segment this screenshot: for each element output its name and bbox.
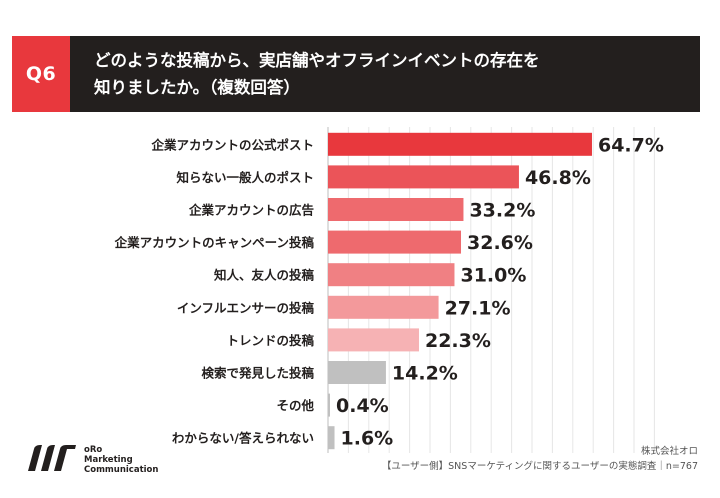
value-label: 32.6%: [467, 232, 533, 254]
category-label: トレンドの投稿: [226, 333, 314, 348]
value-label: 31.0%: [460, 265, 526, 287]
logo-wordmark: oRo Marketing Communication: [84, 445, 158, 475]
value-label: 64.7%: [598, 134, 664, 156]
value-label: 33.2%: [469, 200, 535, 222]
bar: [328, 361, 386, 384]
bar: [328, 426, 335, 450]
value-label: 1.6%: [341, 428, 394, 450]
value-label: 46.8%: [525, 167, 591, 189]
question-header: Q6 どのような投稿から、実店舗やオフラインイベントの存在を 知りましたか。（複…: [12, 36, 700, 112]
bar: [328, 198, 464, 221]
bar: [328, 393, 330, 417]
value-label: 27.1%: [445, 297, 511, 319]
category-label: わからない/答えられない: [172, 431, 314, 446]
bar: [328, 165, 519, 189]
bar: [328, 263, 455, 287]
value-label: 14.2%: [392, 363, 458, 385]
category-label: 企業アカウントの公式ポスト: [150, 137, 314, 152]
source-company: 株式会社オロ: [640, 446, 698, 457]
question-number-badge: Q6: [12, 36, 70, 112]
bar: [328, 295, 439, 319]
bar: [328, 328, 419, 352]
logo-line-1: oRo: [84, 445, 103, 455]
category-label: 知人、友人の投稿: [213, 268, 315, 283]
question-title-line-2: 知りましたか。（複数回答）: [94, 78, 300, 97]
value-label: 0.4%: [336, 395, 389, 417]
category-label: 企業アカウントのキャンペーン投稿: [114, 235, 315, 250]
bar: [328, 230, 462, 254]
category-label: 企業アカウントの広告: [188, 203, 315, 218]
category-label: インフルエンサーの投稿: [177, 300, 315, 315]
oro-logo-icon: [28, 445, 76, 471]
value-label: 22.3%: [425, 330, 491, 352]
question-title: どのような投稿から、実店舗やオフラインイベントの存在を 知りましたか。（複数回答…: [94, 47, 684, 101]
bar: [328, 132, 592, 156]
source-note: 株式会社オロ 【ユーザー側】SNSマーケティングに関するユーザーの実態調査｜n=…: [382, 444, 698, 474]
category-label: その他: [276, 398, 314, 413]
category-label: 検索で発見した投稿: [201, 366, 314, 381]
logo-line-2: Marketing: [84, 455, 133, 465]
company-logo: oRo Marketing Communication: [26, 441, 186, 481]
logo-line-3: Communication: [84, 465, 159, 475]
category-label: 知らない一般人のポスト: [175, 170, 314, 185]
source-survey: 【ユーザー側】SNSマーケティングに関するユーザーの実態調査｜n=767: [381, 461, 698, 472]
question-title-line-1: どのような投稿から、実店舗やオフラインイベントの存在を: [94, 51, 540, 70]
